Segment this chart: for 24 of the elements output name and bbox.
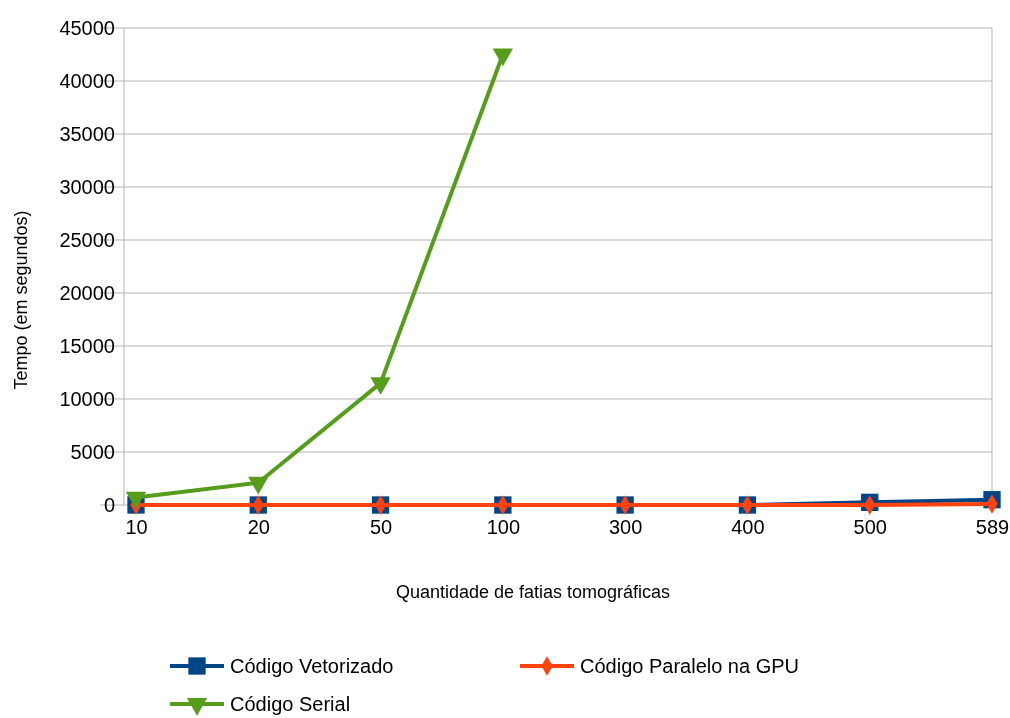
- x-tick-label: 50: [369, 516, 393, 538]
- legend-label: Código Paralelo na GPU: [580, 655, 800, 677]
- y-tick-label: 20000: [59, 281, 115, 304]
- y-tick-label: 40000: [59, 69, 115, 92]
- y-tick-label: 5000: [70, 440, 115, 463]
- x-tick-label: 300: [608, 516, 643, 538]
- x-tick-label: 500: [853, 516, 887, 538]
- legend-label: Código Serial: [230, 693, 351, 715]
- y-tick-label: 10000: [59, 387, 115, 410]
- x-tick-label: 20: [247, 516, 270, 538]
- y-tick-label: 15000: [59, 334, 115, 357]
- legend-label: Código Vetorizado: [230, 655, 394, 677]
- x-axis-title: Quantidade de fatias tomográficas: [395, 582, 671, 602]
- point: [492, 48, 514, 67]
- y-tick-label: 0: [103, 493, 115, 516]
- x-tick-label: 10: [125, 516, 148, 538]
- x-tick-label: 100: [486, 516, 521, 538]
- y-tick-label: 45000: [59, 16, 115, 39]
- x-tick-label: 400: [731, 516, 765, 538]
- y-tick-label: 35000: [59, 122, 115, 145]
- y-tick-label: 30000: [59, 175, 115, 198]
- x-tick-label: 589: [975, 516, 1010, 538]
- y-axis-title: Tempo (em segundos): [11, 210, 31, 390]
- y-tick-label: 25000: [59, 228, 115, 251]
